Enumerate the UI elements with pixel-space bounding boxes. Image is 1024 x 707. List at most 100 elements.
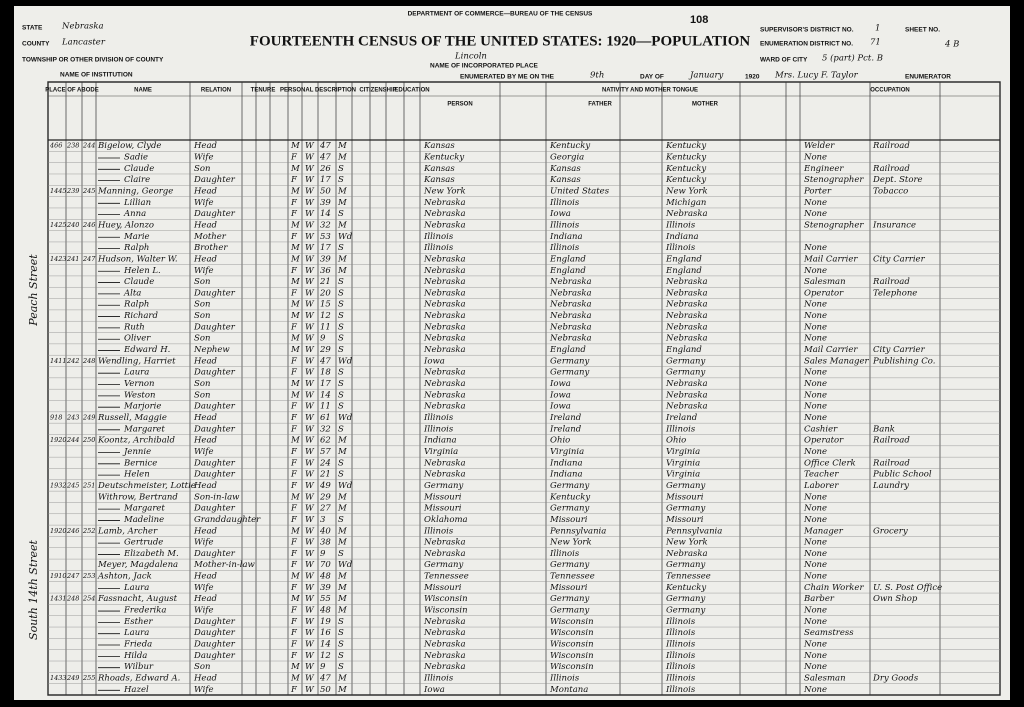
cell-name: Hilda — [123, 651, 147, 661]
cell-sex: M — [290, 662, 300, 672]
cell-age: 9 — [320, 549, 326, 559]
cell-marital: Wd — [338, 232, 353, 242]
cell-mother-birthplace: Nebraska — [665, 379, 708, 389]
cell-name: Laura — [123, 583, 149, 593]
cell-marital: Wd — [338, 356, 353, 366]
cell-marital: M — [337, 152, 347, 162]
cell-family: 248 — [82, 357, 95, 365]
cell-age: 26 — [319, 164, 331, 174]
cell-marital: M — [337, 594, 347, 604]
cell-age: 9 — [320, 662, 326, 672]
cell-race: W — [305, 277, 315, 287]
cell-occupation: Mail Carrier — [803, 254, 858, 264]
cell-occupation: Office Clerk — [804, 458, 856, 468]
cell-name: Manning, George — [97, 186, 173, 196]
cell-mother-birthplace: Virginia — [666, 447, 700, 457]
cell-father-birthplace: Germany — [550, 606, 589, 616]
enumerator-label: ENUMERATOR — [905, 74, 951, 81]
cell-race: W — [305, 322, 315, 332]
cell-birthplace: Kentucky — [423, 152, 464, 162]
cell-birthplace: Missouri — [423, 583, 462, 593]
cell-father-birthplace: Wisconsin — [550, 662, 594, 672]
cell-house: 1910 — [50, 572, 67, 580]
cell-name: Wendling, Harriet — [98, 356, 176, 366]
cell-sex: F — [290, 424, 298, 434]
cell-marital: M — [337, 447, 347, 457]
cell-birthplace: Nebraska — [423, 662, 466, 672]
cell-occupation: None — [803, 152, 827, 162]
cell-name: Wilbur — [124, 662, 154, 672]
cell-mother-birthplace: Nebraska — [665, 334, 708, 344]
cell-father-birthplace: Ireland — [549, 424, 582, 434]
cell-race: W — [305, 186, 315, 196]
cell-race: W — [305, 243, 315, 253]
cell-occupation: Operator — [804, 288, 844, 298]
cell-marital: S — [338, 402, 344, 412]
cell-sex: M — [290, 572, 300, 582]
day-of-label: DAY OF — [640, 74, 664, 81]
institution-label: NAME OF INSTITUTION — [60, 72, 133, 79]
cell-sex: M — [290, 164, 300, 174]
cell-mother-birthplace: Kentucky — [665, 141, 706, 151]
cell-name: Lamb, Archer — [97, 526, 158, 536]
cell-birthplace: Nebraska — [423, 390, 466, 400]
cell-birthplace: Illinois — [423, 232, 454, 242]
cell-marital: M — [337, 526, 347, 536]
cell-mother-birthplace: Kentucky — [665, 175, 706, 185]
cell-name: Claude — [124, 277, 154, 287]
cell-name: Koontz, Archibald — [97, 436, 176, 446]
cell-relation: Daughter — [193, 504, 236, 514]
cell-relation: Son — [194, 379, 210, 389]
cell-mother-birthplace: Ireland — [665, 413, 698, 423]
cell-age: 11 — [320, 402, 331, 412]
cell-race: W — [305, 628, 315, 638]
cell-age: 12 — [320, 311, 331, 321]
cell-father-birthplace: Nebraska — [549, 322, 592, 332]
cell-marital: M — [337, 572, 347, 582]
cell-marital: M — [337, 583, 347, 593]
cell-relation: Head — [193, 220, 218, 230]
cell-family: 246 — [82, 221, 95, 229]
cell-birthplace: Kansas — [423, 175, 455, 185]
cell-age: 48 — [319, 606, 331, 616]
cell-race: W — [305, 300, 315, 310]
cell-birthplace: Nebraska — [423, 277, 466, 287]
cell-occupation: None — [803, 504, 827, 514]
cell-marital: S — [338, 368, 344, 378]
cell-sex: F — [290, 458, 298, 468]
cell-sex: F — [290, 198, 298, 208]
cell-sex: F — [290, 288, 298, 298]
cell-marital: S — [338, 390, 344, 400]
cell-occupation: None — [803, 243, 827, 253]
county: Lancaster — [61, 38, 106, 48]
cell-father-birthplace: Illinois — [549, 674, 580, 684]
cell-industry: Bank — [872, 424, 895, 434]
cell-mother-birthplace: Nebraska — [665, 322, 708, 332]
cell-marital: S — [338, 628, 344, 638]
cell-race: W — [305, 583, 315, 593]
cell-age: 47 — [319, 356, 331, 366]
cell-occupation: None — [803, 322, 827, 332]
cell-sex: M — [290, 526, 300, 536]
cell-age: 19 — [320, 617, 331, 627]
cell-sex: F — [290, 651, 298, 661]
cell-relation: Daughter — [193, 402, 236, 412]
cell-occupation: None — [803, 334, 827, 344]
cell-race: W — [305, 220, 315, 230]
cell-race: W — [305, 334, 315, 344]
cell-race: W — [305, 232, 315, 242]
title: FOURTEENTH CENSUS OF THE UNITED STATES: … — [250, 33, 751, 49]
cell-occupation: None — [803, 413, 827, 423]
cell-mother-birthplace: Germany — [666, 560, 705, 570]
cell-mother-birthplace: England — [665, 254, 702, 264]
cell-marital: S — [338, 640, 344, 650]
cell-house: 918 — [50, 414, 62, 422]
cell-mother-birthplace: Nebraska — [665, 277, 708, 287]
cell-age: 70 — [320, 560, 331, 570]
cell-father-birthplace: England — [549, 266, 586, 276]
cell-father-birthplace: Germany — [550, 356, 589, 366]
cell-race: W — [305, 526, 315, 536]
cell-house: 1423 — [50, 255, 67, 263]
paper — [14, 6, 1010, 700]
cell-sex: F — [290, 560, 298, 570]
